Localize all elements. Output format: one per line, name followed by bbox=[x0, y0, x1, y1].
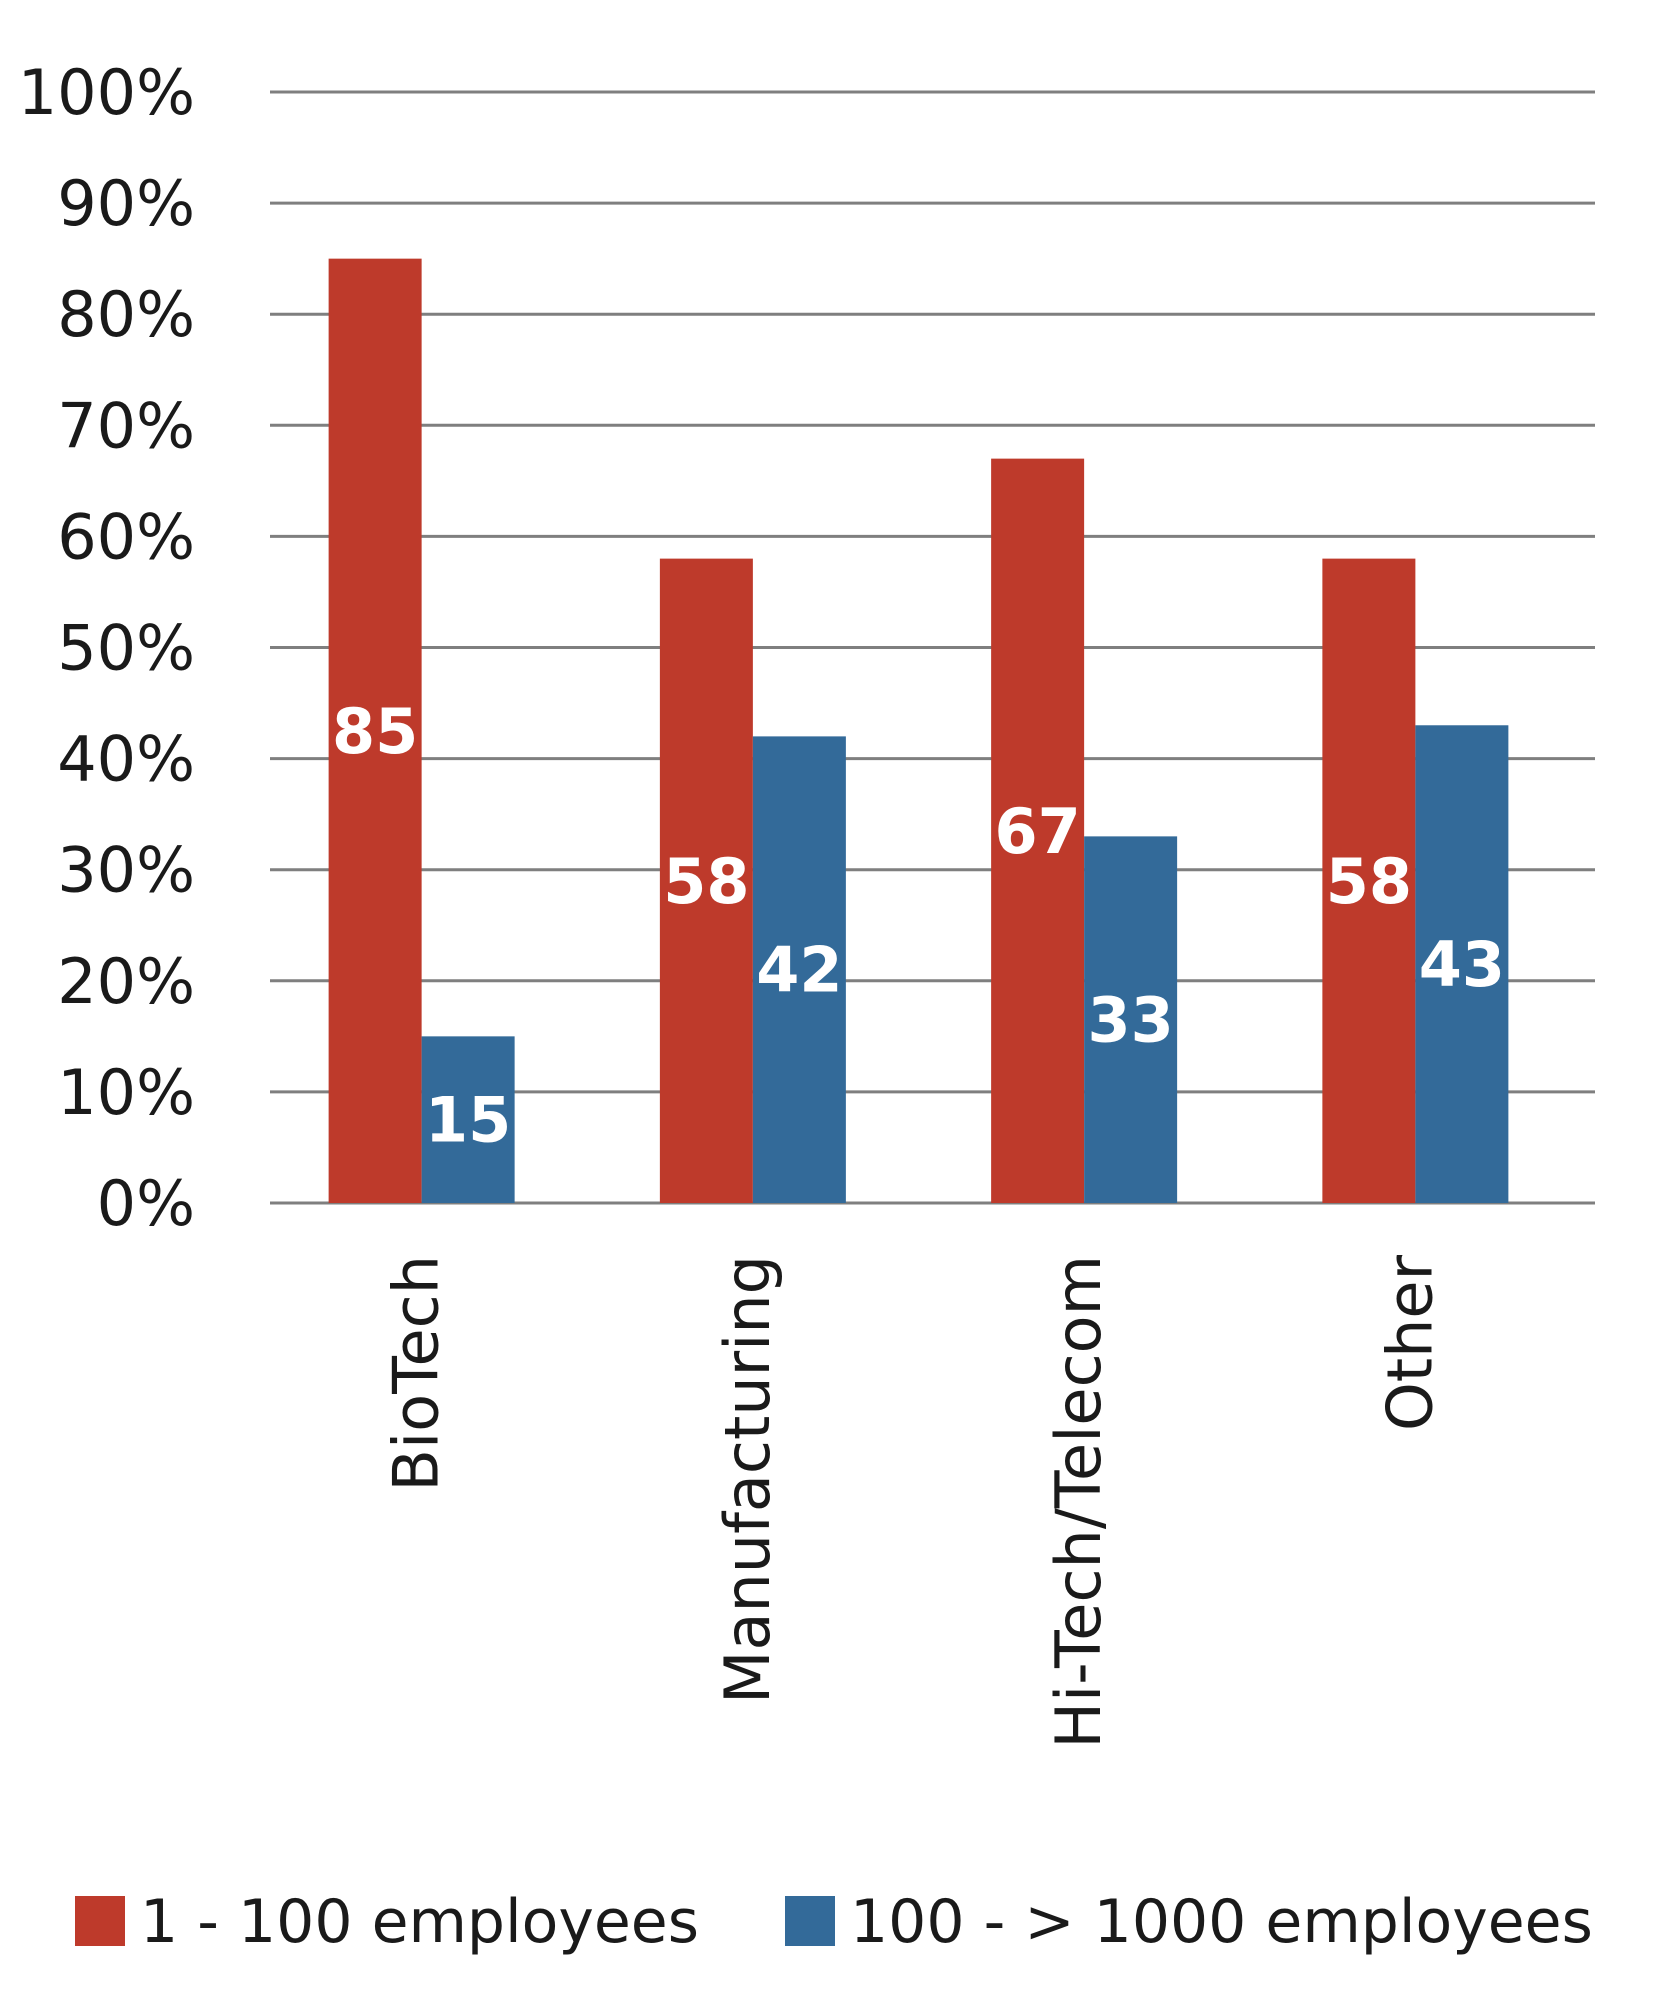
bar-manufacturing-series-1 bbox=[752, 736, 846, 1203]
data-label: 58 bbox=[663, 845, 749, 918]
x-category-label: Hi-Tech/Telecom bbox=[1042, 1255, 1115, 1749]
x-axis-categories: BioTech Manufacturing Hi-Tech/Telecom Other bbox=[380, 1254, 1447, 1748]
y-tick-label: 80% bbox=[57, 278, 195, 351]
y-tick-label: 70% bbox=[57, 389, 195, 462]
legend-entry: 1 - 100 employees bbox=[140, 1887, 699, 1957]
data-label: 33 bbox=[1087, 984, 1173, 1057]
legend-swatch bbox=[75, 1896, 125, 1946]
bar-other-series-1 bbox=[1415, 725, 1509, 1203]
bar-manufacturing-series-0 bbox=[659, 558, 753, 1203]
y-tick-label: 90% bbox=[57, 167, 195, 240]
y-tick-label: 0% bbox=[97, 1167, 195, 1240]
legend-swatch bbox=[785, 1896, 835, 1946]
data-label: 42 bbox=[756, 934, 842, 1007]
bar-biotech-series-0 bbox=[328, 258, 422, 1203]
y-tick-label: 20% bbox=[57, 945, 195, 1018]
bar-biotech-series-1 bbox=[421, 1036, 515, 1203]
legend-entry: 100 - > 1000 employees bbox=[850, 1887, 1593, 1957]
legend: 1 - 100 employees 100 - > 1000 employees bbox=[75, 1887, 1593, 1957]
y-tick-label: 60% bbox=[57, 500, 195, 573]
bars bbox=[328, 258, 1509, 1203]
y-tick-label: 50% bbox=[57, 612, 195, 685]
data-label: 15 bbox=[425, 1084, 511, 1157]
x-category-label: Manufacturing bbox=[711, 1255, 784, 1704]
x-category-label: Other bbox=[1373, 1254, 1446, 1431]
data-label: 43 bbox=[1419, 928, 1505, 1001]
x-category-label: BioTech bbox=[380, 1255, 453, 1492]
bar-hi-tech-telecom-series-0 bbox=[991, 458, 1085, 1203]
data-label: 58 bbox=[1326, 845, 1412, 918]
bar-other-series-0 bbox=[1322, 558, 1416, 1203]
bar-hi-tech-telecom-series-1 bbox=[1084, 836, 1178, 1203]
y-tick-label: 10% bbox=[57, 1056, 195, 1129]
y-tick-label: 30% bbox=[57, 834, 195, 907]
y-axis-ticks: 0% 10% 20% 30% 40% 50% 60% 70% 80% 90% 100% bbox=[18, 56, 195, 1240]
y-tick-label: 100% bbox=[18, 56, 195, 129]
y-tick-label: 40% bbox=[57, 723, 195, 796]
data-label: 85 bbox=[332, 695, 418, 768]
data-label: 67 bbox=[994, 795, 1080, 868]
